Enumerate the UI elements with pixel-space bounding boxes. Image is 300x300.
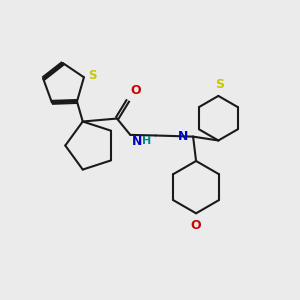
Text: H: H xyxy=(142,136,151,146)
Text: O: O xyxy=(130,84,141,97)
Text: N: N xyxy=(178,130,189,142)
Text: S: S xyxy=(215,78,224,91)
Text: N: N xyxy=(132,136,142,148)
Text: S: S xyxy=(88,69,97,82)
Text: O: O xyxy=(191,219,201,232)
